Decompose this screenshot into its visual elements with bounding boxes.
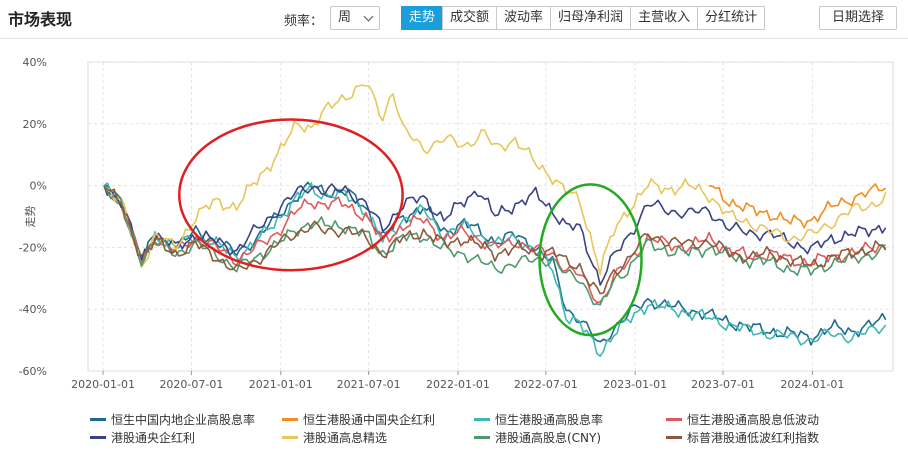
x-tick-label: 2023-01-01 <box>603 378 667 391</box>
legend-swatch <box>282 436 298 439</box>
legend-label: 恒生港股通高股息低波动 <box>687 413 820 427</box>
date-select-button[interactable]: 日期选择 <box>819 6 897 30</box>
x-tick-label: 2020-07-01 <box>159 378 223 391</box>
frequency-label: 频率： <box>284 14 324 29</box>
annotation-ellipse-0 <box>178 118 404 272</box>
tab-3[interactable]: 归母净利润 <box>550 6 632 30</box>
legend-label: 标普港股通低波红利指数 <box>687 431 820 445</box>
series-line-2 <box>103 182 887 357</box>
legend-label: 港股通高股息(CNY) <box>495 431 602 445</box>
x-tick-label: 2024-01-01 <box>780 378 844 391</box>
legend-item-4[interactable]: 港股通央企红利 <box>90 429 195 446</box>
frequency-select[interactable]: 周 <box>330 6 380 30</box>
legend-label: 港股通央企红利 <box>111 431 196 445</box>
legend-swatch <box>282 418 298 421</box>
y-tick-label: 40% <box>23 56 47 69</box>
legend-item-2[interactable]: 恒生港股通高股息率 <box>474 411 603 428</box>
series-line-4 <box>103 183 887 286</box>
x-tick-label: 2021-07-01 <box>337 378 401 391</box>
legend-item-3[interactable]: 恒生港股通高股息低波动 <box>666 411 819 428</box>
plot-frame <box>87 61 894 372</box>
legend-label: 恒生港股通高股息率 <box>495 413 604 427</box>
page-title: 市场表现 <box>8 10 73 29</box>
series-line-1 <box>708 183 887 229</box>
y-tick-label: -40% <box>19 303 47 316</box>
legend-item-6[interactable]: 港股通高股息(CNY) <box>474 429 601 446</box>
y-tick-label: -20% <box>19 241 47 254</box>
header-divider <box>0 38 908 39</box>
x-tick-label: 2023-07-01 <box>691 378 755 391</box>
series-line-5 <box>103 84 887 275</box>
legend-swatch <box>90 436 106 439</box>
tab-1[interactable]: 成交额 <box>442 6 498 30</box>
tab-2[interactable]: 波动率 <box>496 6 552 30</box>
legend-label: 港股通高息精选 <box>303 431 388 445</box>
legend-item-0[interactable]: 恒生中国内地企业高股息率 <box>90 411 255 428</box>
series-line-6 <box>103 185 887 306</box>
legend-swatch <box>474 418 490 421</box>
legend-label: 恒生港股通中国央企红利 <box>303 413 436 427</box>
tab-5[interactable]: 分红统计 <box>697 6 766 30</box>
y-tick-label: 0% <box>30 180 47 193</box>
y-tick-label: -60% <box>19 365 47 378</box>
y-axis-label: 走势 <box>24 206 37 228</box>
legend-item-1[interactable]: 恒生港股通中国央企红利 <box>282 411 435 428</box>
x-tick-label: 2022-01-01 <box>426 378 490 391</box>
legend-swatch <box>90 418 106 421</box>
legend-swatch <box>666 436 682 439</box>
x-tick-label: 2022-07-01 <box>514 378 578 391</box>
annotation-ellipse-1 <box>538 183 643 337</box>
legend-item-7[interactable]: 标普港股通低波红利指数 <box>666 429 819 446</box>
y-tick-label: 20% <box>23 118 47 131</box>
legend-label: 恒生中国内地企业高股息率 <box>111 413 256 427</box>
tab-4[interactable]: 主营收入 <box>630 6 699 30</box>
x-tick-label: 2021-01-01 <box>249 378 313 391</box>
series-line-7 <box>103 185 887 295</box>
legend-swatch <box>474 436 490 439</box>
x-tick-label: 2020-01-01 <box>71 378 135 391</box>
legend-item-5[interactable]: 港股通高息精选 <box>282 429 387 446</box>
metric-tabs: 走势 成交额 波动率 归母净利润 主营收入 分红统计 <box>401 6 766 30</box>
frequency-value: 周 <box>338 10 352 25</box>
legend-swatch <box>666 418 682 421</box>
